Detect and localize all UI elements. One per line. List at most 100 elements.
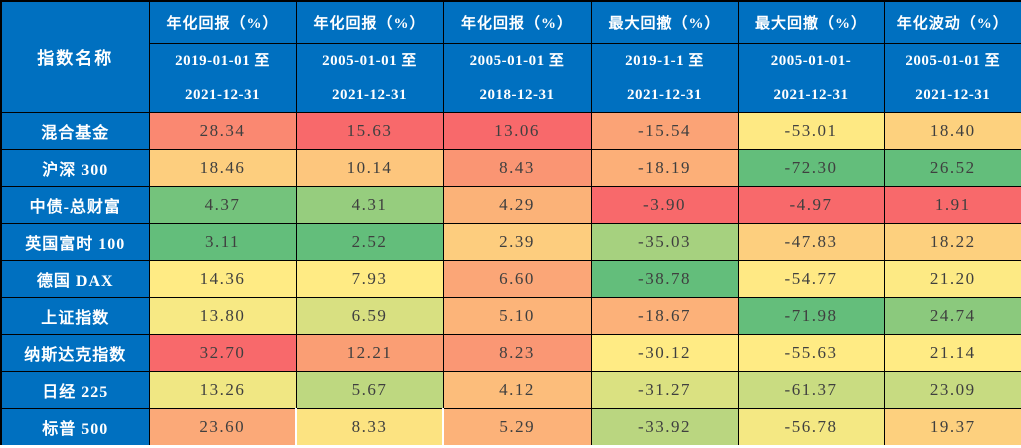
column-header-period-4[interactable]: 2019-1-1 至 2021-12-31 [590, 42, 739, 113]
value-cell[interactable]: -33.92 [590, 407, 739, 445]
period-line: 2005-01-01 至 [905, 52, 1001, 69]
value-cell[interactable]: -53.01 [737, 111, 885, 150]
value-cell[interactable]: -31.27 [590, 370, 739, 409]
period-line: 2021-12-31 [915, 86, 991, 103]
value-cell[interactable]: 6.59 [295, 296, 444, 335]
row-label[interactable]: 中债-总财富 [0, 185, 150, 224]
value-cell[interactable]: -15.54 [590, 111, 739, 150]
table-header: 指数名称 年化回报（%） 年化回报（%） 年化回报（%） 最大回撤（%） 最大回… [0, 0, 1021, 113]
value-cell[interactable]: -61.37 [737, 370, 885, 409]
value-cell[interactable]: 10.14 [295, 148, 444, 187]
value-cell[interactable]: -18.19 [590, 148, 739, 187]
column-header-metric-1[interactable]: 年化回报（%） [148, 0, 297, 44]
period-line: 2005-01-01 至 [322, 52, 417, 69]
value-cell[interactable]: 18.46 [148, 148, 297, 187]
column-header-metric-6[interactable]: 年化波动（%） [883, 0, 1021, 44]
value-cell[interactable]: -3.90 [590, 185, 739, 224]
value-cell[interactable]: 3.11 [148, 222, 297, 261]
value-cell[interactable]: 4.31 [295, 185, 444, 224]
value-cell[interactable]: 2.39 [442, 222, 592, 261]
value-cell[interactable]: 21.14 [883, 333, 1021, 372]
value-cell[interactable]: 8.33 [295, 407, 444, 445]
table-row: 标普 500 23.60 8.33 5.29 -33.92 -56.78 19.… [0, 407, 1021, 445]
column-header-period-6[interactable]: 2005-01-01 至 2021-12-31 [883, 42, 1021, 113]
value-cell[interactable]: 5.10 [442, 296, 592, 335]
row-label[interactable]: 混合基金 [0, 111, 150, 150]
value-cell[interactable]: 18.40 [883, 111, 1021, 150]
row-label[interactable]: 标普 500 [0, 407, 150, 445]
value-cell[interactable]: 4.29 [442, 185, 592, 224]
row-label[interactable]: 英国富时 100 [0, 222, 150, 261]
row-label[interactable]: 纳斯达克指数 [0, 333, 150, 372]
period-line: 2018-12-31 [479, 86, 555, 103]
value-cell[interactable]: 8.23 [442, 333, 592, 372]
value-cell[interactable]: 6.60 [442, 259, 592, 298]
value-cell[interactable]: 12.21 [295, 333, 444, 372]
corner-header[interactable]: 指数名称 [0, 0, 150, 113]
value-cell[interactable]: 23.60 [148, 407, 297, 445]
value-cell[interactable]: -72.30 [737, 148, 885, 187]
period-line: 2021-12-31 [773, 86, 849, 103]
value-cell[interactable]: -18.67 [590, 296, 739, 335]
value-cell[interactable]: -56.78 [737, 407, 885, 445]
value-cell[interactable]: 13.06 [442, 111, 592, 150]
row-label[interactable]: 德国 DAX [0, 259, 150, 298]
period-line: 2005-01-01- [770, 52, 852, 69]
value-cell[interactable]: 32.70 [148, 333, 297, 372]
value-cell[interactable]: -47.83 [737, 222, 885, 261]
value-cell[interactable]: -71.98 [737, 296, 885, 335]
value-cell[interactable]: 8.43 [442, 148, 592, 187]
value-cell[interactable]: 15.63 [295, 111, 444, 150]
value-cell[interactable]: 13.26 [148, 370, 297, 409]
value-cell[interactable]: -38.78 [590, 259, 739, 298]
value-cell[interactable]: -30.12 [590, 333, 739, 372]
table-row: 中债-总财富 4.37 4.31 4.29 -3.90 -4.97 1.91 [0, 185, 1021, 224]
column-header-metric-2[interactable]: 年化回报（%） [295, 0, 444, 44]
value-cell[interactable]: 2.52 [295, 222, 444, 261]
value-cell[interactable]: 26.52 [883, 148, 1021, 187]
table-row: 纳斯达克指数 32.70 12.21 8.23 -30.12 -55.63 21… [0, 333, 1021, 372]
table-body: 混合基金 28.34 15.63 13.06 -15.54 -53.01 18.… [0, 111, 1021, 445]
row-label[interactable]: 日经 225 [0, 370, 150, 409]
value-cell[interactable]: 23.09 [883, 370, 1021, 409]
table-row: 德国 DAX 14.36 7.93 6.60 -38.78 -54.77 21.… [0, 259, 1021, 298]
column-header-period-3[interactable]: 2005-01-01 至 2018-12-31 [442, 42, 592, 113]
value-cell[interactable]: 5.29 [442, 407, 592, 445]
value-cell[interactable]: 19.37 [883, 407, 1021, 445]
column-header-metric-3[interactable]: 年化回报（%） [442, 0, 592, 44]
table-row: 上证指数 13.80 6.59 5.10 -18.67 -71.98 24.74 [0, 296, 1021, 335]
column-header-period-2[interactable]: 2005-01-01 至 2021-12-31 [295, 42, 444, 113]
period-line: 2021-12-31 [332, 86, 407, 103]
value-cell[interactable]: 24.74 [883, 296, 1021, 335]
table-row: 日经 225 13.26 5.67 4.12 -31.27 -61.37 23.… [0, 370, 1021, 409]
table-row: 英国富时 100 3.11 2.52 2.39 -35.03 -47.83 18… [0, 222, 1021, 261]
value-cell[interactable]: -4.97 [737, 185, 885, 224]
column-header-period-5[interactable]: 2005-01-01- 2021-12-31 [737, 42, 885, 113]
value-cell[interactable]: 5.67 [295, 370, 444, 409]
value-cell[interactable]: 13.80 [148, 296, 297, 335]
period-line: 2019-01-01 至 [175, 52, 270, 69]
row-label[interactable]: 沪深 300 [0, 148, 150, 187]
value-cell[interactable]: 18.22 [883, 222, 1021, 261]
period-line: 2005-01-01 至 [469, 52, 565, 69]
column-header-metric-5[interactable]: 最大回撤（%） [737, 0, 885, 44]
column-header-metric-4[interactable]: 最大回撤（%） [590, 0, 739, 44]
value-cell[interactable]: 14.36 [148, 259, 297, 298]
table-row: 沪深 300 18.46 10.14 8.43 -18.19 -72.30 26… [0, 148, 1021, 187]
period-line: 2021-12-31 [185, 86, 260, 103]
value-cell[interactable]: 4.12 [442, 370, 592, 409]
value-cell[interactable]: 28.34 [148, 111, 297, 150]
value-cell[interactable]: -55.63 [737, 333, 885, 372]
table-row: 混合基金 28.34 15.63 13.06 -15.54 -53.01 18.… [0, 111, 1021, 150]
value-cell[interactable]: 7.93 [295, 259, 444, 298]
value-cell[interactable]: -35.03 [590, 222, 739, 261]
value-cell[interactable]: 4.37 [148, 185, 297, 224]
value-cell[interactable]: -54.77 [737, 259, 885, 298]
period-line: 2019-1-1 至 [625, 52, 704, 69]
value-cell[interactable]: 21.20 [883, 259, 1021, 298]
value-cell[interactable]: 1.91 [883, 185, 1021, 224]
row-label[interactable]: 上证指数 [0, 296, 150, 335]
column-header-period-1[interactable]: 2019-01-01 至 2021-12-31 [148, 42, 297, 113]
period-line: 2021-12-31 [627, 86, 702, 103]
